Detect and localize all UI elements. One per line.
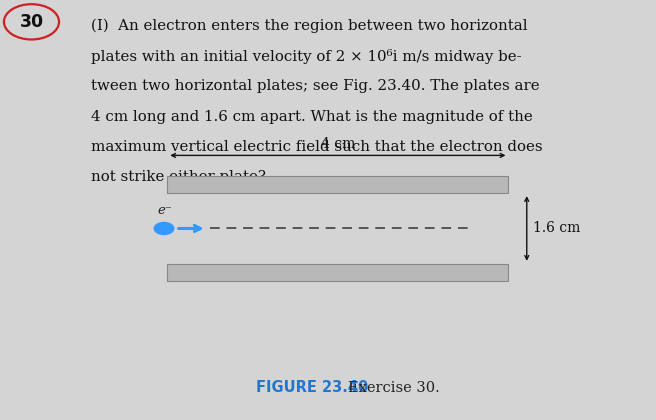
- Text: 1.6 cm: 1.6 cm: [533, 221, 581, 236]
- Text: Exercise 30.: Exercise 30.: [348, 381, 440, 395]
- Text: 4 cm: 4 cm: [321, 137, 355, 151]
- Text: 30: 30: [20, 13, 43, 31]
- Text: e⁻: e⁻: [157, 204, 173, 217]
- Text: plates with an initial velocity of 2 × 10⁶i m/s midway be-: plates with an initial velocity of 2 × 1…: [91, 49, 521, 64]
- Text: (I)  An electron enters the region between two horizontal: (I) An electron enters the region betwee…: [91, 19, 527, 33]
- Text: not strike either plate?: not strike either plate?: [91, 170, 266, 184]
- Bar: [167, 264, 508, 281]
- Circle shape: [154, 222, 174, 235]
- Text: FIGURE 23.40: FIGURE 23.40: [256, 380, 368, 395]
- Text: maximum vertical electric field such that the electron does: maximum vertical electric field such tha…: [91, 140, 542, 154]
- Text: tween two horizontal plates; see Fig. 23.40. The plates are: tween two horizontal plates; see Fig. 23…: [91, 79, 539, 93]
- Text: 4 cm long and 1.6 cm apart. What is the magnitude of the: 4 cm long and 1.6 cm apart. What is the …: [91, 110, 532, 123]
- Bar: [167, 176, 508, 193]
